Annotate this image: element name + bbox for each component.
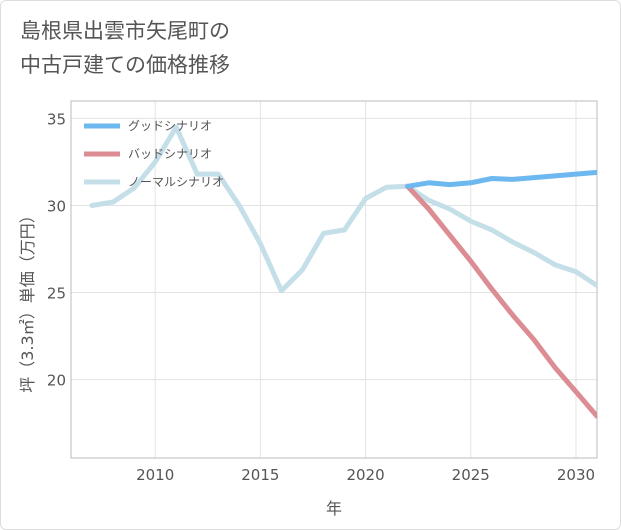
x-tick-label: 2025	[452, 466, 490, 484]
x-tick-label: 2015	[241, 466, 279, 484]
chart-title: 島根県出雲市矢尾町の 中古戸建ての価格推移	[20, 14, 230, 82]
x-tick-label: 2020	[346, 466, 384, 484]
x-tick-label: 2030	[557, 466, 595, 484]
legend-label: バッドシナリオ	[128, 147, 212, 161]
y-tick-label: 25	[47, 285, 66, 303]
series-lines	[89, 124, 597, 419]
series-line-2	[405, 183, 597, 419]
series-line-3	[89, 124, 597, 294]
x-tick-label: 2010	[136, 466, 174, 484]
plot-area-border	[70, 100, 598, 459]
chart-title-line-2: 中古戸建ての価格推移	[20, 53, 230, 77]
chart-title-line-1: 島根県出雲市矢尾町の	[20, 19, 230, 43]
series-line-1	[405, 169, 597, 189]
y-tick-label: 20	[47, 372, 66, 390]
legend-label: グッドシナリオ	[128, 119, 212, 133]
x-axis-title: 年	[326, 499, 342, 518]
legend-label: ノーマルシナリオ	[128, 175, 224, 189]
y-tick-label: 35	[47, 110, 66, 128]
y-tick-label: 30	[47, 197, 66, 215]
grid	[71, 101, 597, 458]
y-axis-title: 坪（3.3㎡）単価（万円）	[18, 207, 37, 392]
